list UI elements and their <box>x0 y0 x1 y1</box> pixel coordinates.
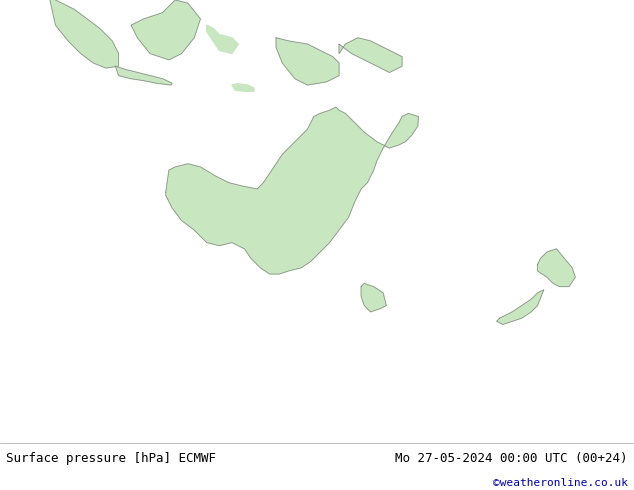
Polygon shape <box>49 0 119 68</box>
Polygon shape <box>131 0 200 60</box>
Polygon shape <box>115 66 172 85</box>
Text: Surface pressure [hPa] ECMWF: Surface pressure [hPa] ECMWF <box>6 452 216 465</box>
Polygon shape <box>166 107 418 274</box>
Polygon shape <box>538 249 575 287</box>
Polygon shape <box>207 25 238 53</box>
Polygon shape <box>276 38 339 85</box>
Text: ©weatheronline.co.uk: ©weatheronline.co.uk <box>493 478 628 488</box>
Polygon shape <box>339 38 402 73</box>
Polygon shape <box>232 84 254 91</box>
Polygon shape <box>361 284 386 312</box>
Polygon shape <box>496 290 544 324</box>
Text: Mo 27-05-2024 00:00 UTC (00+24): Mo 27-05-2024 00:00 UTC (00+24) <box>395 452 628 465</box>
